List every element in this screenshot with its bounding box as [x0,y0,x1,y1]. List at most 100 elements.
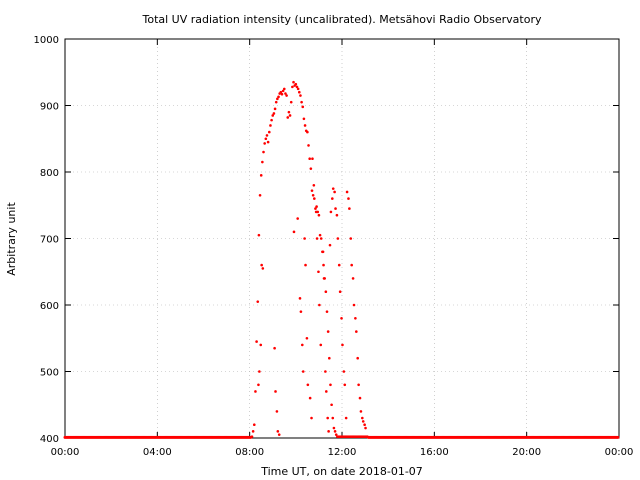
data-point [317,270,320,274]
data-point [266,140,270,144]
y-tick-label: 400 [40,434,59,445]
y-tick-label: 600 [40,301,59,312]
data-point [331,416,335,420]
y-tick-label: 800 [40,168,59,179]
data-point [347,197,350,200]
data-point [342,370,346,373]
y-tick-label: 1000 [34,35,59,46]
data-point [333,430,337,433]
y-tick-label: 900 [40,102,59,113]
data-point [282,87,286,91]
data-point [257,233,261,237]
data-point [251,430,255,433]
data-point [315,205,318,208]
data-point [335,213,339,217]
data-point [317,213,321,217]
data-point [315,237,319,240]
data-point [291,85,294,89]
data-point [308,396,312,400]
data-point [311,193,315,197]
chart-title: Total UV radiation intensity (uncalibrat… [142,13,542,26]
data-point [616,435,620,439]
data-point [359,410,363,413]
data-point [351,277,355,280]
data-point [271,114,275,117]
data-point [325,310,329,313]
data-point [296,87,300,91]
data-point [306,383,310,387]
data-point [256,300,260,303]
data-point [314,207,317,210]
data-point [328,356,331,360]
data-point [300,100,303,104]
data-point [260,263,263,267]
data-point [300,343,304,347]
data-point [318,233,322,237]
data-point [355,330,358,333]
data-point [308,157,311,160]
data-point [324,370,327,373]
x-tick-label: 20:00 [512,447,541,458]
data-point [303,237,306,240]
data-point [333,190,336,194]
data-point [254,390,257,393]
data-point [337,263,341,267]
data-point [286,116,290,119]
data-point [257,383,260,387]
data-point [269,124,272,127]
data-point [319,237,323,240]
data-point [304,263,307,267]
data-point [301,105,305,109]
data-point [277,95,280,99]
data-point [349,237,353,240]
data-point [354,317,357,320]
data-point [311,157,314,160]
grid [65,39,619,438]
data-point [302,117,306,121]
data-point [363,423,366,427]
data-point [298,297,302,300]
x-axis-label: Time UT, on date 2018-01-07 [260,465,423,478]
data-point [275,410,279,413]
y-tick-label: 700 [40,235,59,246]
data-point [294,82,298,86]
data-point [292,80,295,84]
data-point [352,303,356,307]
data-point [272,112,276,115]
data-point [348,207,351,210]
data-point [322,277,326,280]
data-point [310,189,314,192]
data-point [330,403,333,407]
data-point [259,343,263,347]
data-point [313,197,316,200]
data-point [285,94,288,97]
data-point [332,426,336,430]
data-point [334,433,338,436]
data-point [289,100,293,104]
data-point [261,160,264,164]
data-point [343,383,347,387]
data-point [319,343,323,347]
data-point [322,263,325,267]
data-point [341,343,344,347]
data-point [329,383,332,387]
data-point [267,130,271,134]
data-point [336,237,340,240]
data-point [274,100,278,104]
data-point [276,430,280,433]
data-point [273,346,276,350]
x-tick-label: 04:00 [143,447,172,458]
data-point [312,184,316,187]
data-point [326,416,329,420]
data-point [324,290,328,294]
data-point [326,330,330,333]
data-point [273,107,277,111]
data-point [258,193,262,197]
data-point [303,124,307,127]
data-point [264,137,268,141]
data-point [292,230,296,234]
data-point [327,430,330,433]
data-point [350,263,353,267]
data-point [263,142,266,145]
data-point [301,370,305,373]
